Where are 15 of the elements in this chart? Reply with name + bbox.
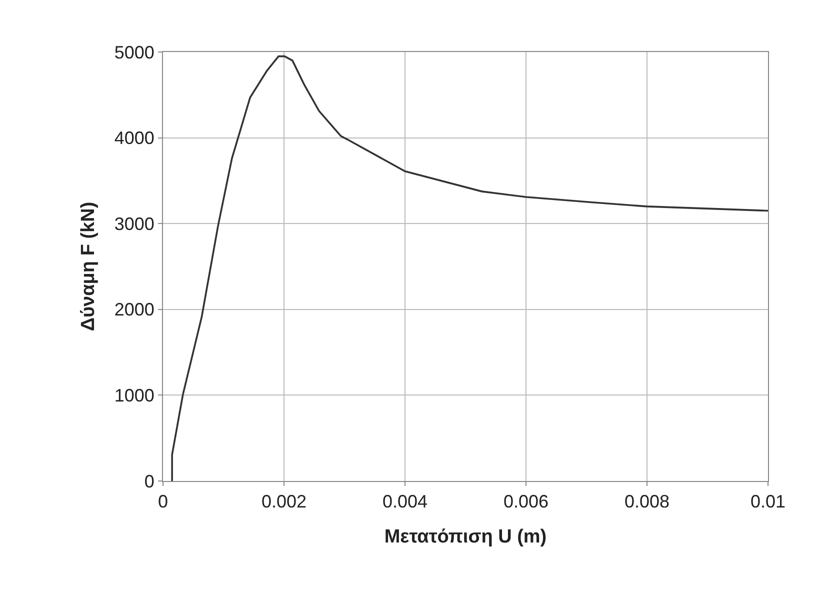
y-tick-label: 4000	[114, 128, 154, 148]
x-tick-label: 0.008	[624, 492, 670, 512]
x-tick-label: 0.01	[750, 492, 786, 512]
y-tick-label: 3000	[114, 214, 154, 234]
x-tick-label: 0.004	[382, 492, 428, 512]
y-axis-title: Δύναμη F (kN)	[78, 202, 100, 332]
x-tick-label: 0	[158, 492, 168, 512]
line-series	[171, 55, 768, 481]
x-axis-title: Μετατόπιση U (m)	[384, 526, 547, 548]
y-tick-label: 1000	[114, 386, 154, 406]
y-tick-label: 2000	[114, 300, 154, 320]
x-tick-label: 0.002	[261, 492, 307, 512]
y-tick-label: 0	[144, 471, 154, 492]
x-tick-label: 0.006	[503, 492, 549, 512]
y-tick-label: 5000	[114, 42, 154, 62]
